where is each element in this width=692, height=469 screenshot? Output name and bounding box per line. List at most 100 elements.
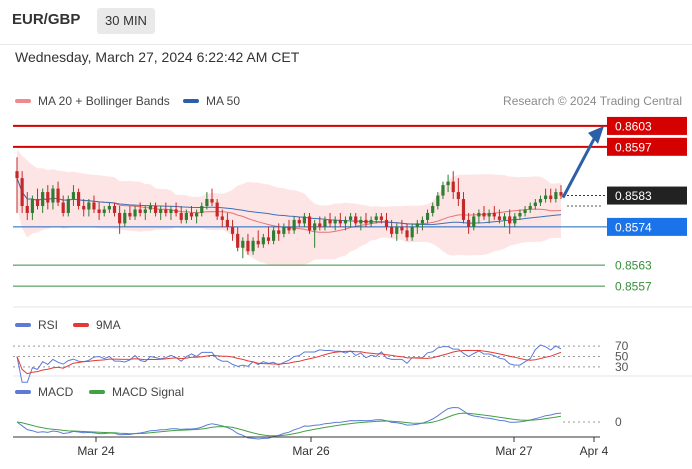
macd-line (16, 406, 562, 440)
candle-body (215, 202, 219, 217)
candle-body (56, 188, 60, 203)
candle (400, 219, 404, 234)
candle-body (241, 240, 245, 248)
legend-macd: MACD (15, 385, 73, 399)
candle-body (220, 216, 224, 220)
candle (189, 206, 194, 220)
macd-signal-swatch (89, 390, 105, 394)
candle (374, 212, 378, 224)
level-0.8563: 0.8563 (13, 259, 652, 273)
legend-macd-signal: MACD Signal (89, 385, 184, 399)
candle-body (528, 206, 532, 210)
candle-body (354, 216, 358, 224)
candle-body (364, 219, 368, 224)
candle (508, 209, 512, 234)
candle-body (200, 206, 204, 213)
candle (359, 216, 363, 231)
candle (123, 209, 127, 227)
candle-body (307, 216, 312, 231)
timeframe-button[interactable]: 30 MIN (97, 8, 155, 34)
candle (410, 223, 414, 241)
candle (179, 206, 183, 224)
candle-body (497, 216, 502, 220)
rsi-ma-swatch (73, 323, 89, 327)
candle (369, 216, 373, 227)
candle-body (379, 216, 383, 220)
candle (461, 192, 466, 224)
candle (41, 188, 45, 213)
candle-body (544, 195, 548, 200)
candle (292, 216, 296, 234)
candle-body (415, 223, 419, 227)
legend-macd-signal-label: MACD Signal (112, 385, 185, 399)
level-label: 0.8574 (615, 220, 652, 234)
level-label-box (607, 217, 687, 236)
candle-body (272, 230, 276, 241)
candle (492, 206, 496, 220)
candle (153, 202, 158, 217)
candle-body (179, 212, 183, 220)
candle (272, 226, 276, 245)
candle (538, 195, 543, 206)
candle-body (436, 195, 440, 206)
candle (297, 216, 301, 227)
candle (533, 199, 537, 210)
candle (282, 223, 286, 238)
candle-body (328, 219, 332, 224)
candle (415, 219, 419, 234)
candle-body (256, 240, 260, 245)
candle (441, 181, 445, 200)
candle-body (518, 212, 522, 217)
legend-rsi-ma-label: 9MA (96, 318, 121, 332)
candle (431, 202, 435, 217)
timestamp: Wednesday, March 27, 2024 6:22:42 AM CET (15, 49, 300, 65)
candle-body (153, 206, 158, 213)
candle (487, 209, 491, 224)
candle (215, 199, 219, 220)
candle-body (492, 212, 496, 217)
candle-body (261, 237, 265, 245)
candle (261, 233, 265, 248)
rsi-ma-line (16, 349, 562, 375)
legend-ma50-label: MA 50 (206, 94, 241, 108)
ma50-swatch (183, 99, 199, 103)
candle (138, 202, 142, 217)
candle-body (189, 212, 194, 217)
candle (379, 212, 383, 224)
candle-body (523, 209, 527, 213)
candle (318, 216, 322, 231)
candle (384, 212, 389, 231)
macd-signal-line (16, 412, 562, 437)
candle (451, 171, 455, 200)
candle (61, 195, 65, 217)
candle-body (400, 226, 404, 231)
candle-body (30, 199, 34, 213)
candle (477, 209, 481, 224)
candle-body (313, 223, 317, 231)
candle (333, 216, 337, 231)
candle (266, 226, 271, 245)
candle-body (51, 188, 55, 203)
macd-tick-label: 0 (615, 415, 622, 429)
candle (15, 157, 19, 213)
candle (87, 199, 91, 217)
candle-body (533, 202, 537, 206)
candle-body (41, 192, 45, 206)
legend-macd-label: MACD (38, 385, 74, 399)
macd-swatch (15, 390, 31, 394)
candle-body (128, 212, 132, 217)
copyright-text: Research © 2024 Trading Central (503, 94, 682, 108)
legend-rsi-label: RSI (38, 318, 59, 332)
candle (97, 202, 101, 220)
level-label: 0.8597 (615, 140, 652, 154)
candle-body (338, 219, 342, 224)
candle-body (282, 226, 286, 234)
candle (46, 185, 50, 210)
candle-body (169, 209, 173, 213)
candle-body (20, 178, 24, 206)
candle-body (374, 216, 378, 220)
candle (497, 209, 502, 224)
candle (277, 223, 281, 241)
candle (302, 212, 306, 227)
